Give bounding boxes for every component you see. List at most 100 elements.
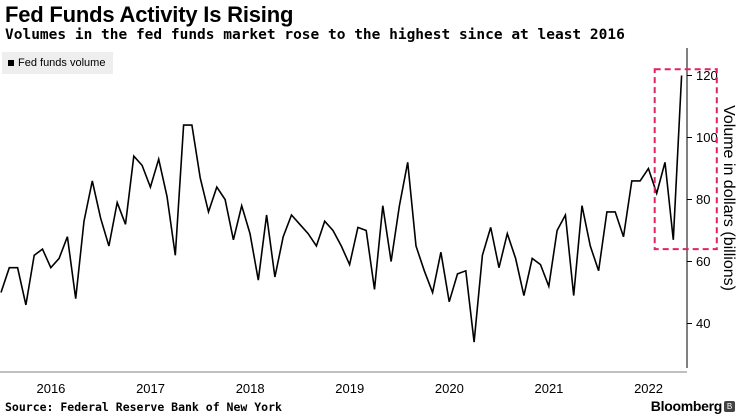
data-point <box>340 245 343 248</box>
data-point <box>448 300 451 303</box>
data-point <box>456 272 459 275</box>
data-point <box>132 155 135 158</box>
legend-label: Fed funds volume <box>18 57 106 69</box>
source-note: Source: Federal Reserve Bank of New York <box>5 400 282 414</box>
data-point <box>232 238 235 241</box>
data-point <box>66 235 69 238</box>
bloomberg-mark-icon: B <box>724 401 735 412</box>
data-point <box>298 223 301 226</box>
data-point <box>199 176 202 179</box>
data-point <box>249 232 252 235</box>
x-tick-label: 2016 <box>36 381 65 396</box>
y-tick-label: 120 <box>696 68 718 83</box>
data-point <box>91 179 94 182</box>
data-point <box>141 164 144 167</box>
x-tick-label: 2021 <box>534 381 563 396</box>
data-point <box>415 245 418 248</box>
legend-swatch <box>8 60 14 66</box>
data-point <box>166 195 169 198</box>
data-point <box>381 204 384 207</box>
data-point <box>581 204 584 207</box>
data-point <box>348 263 351 266</box>
x-tick-label: 2018 <box>236 381 265 396</box>
data-point <box>41 248 44 251</box>
data-point <box>514 257 517 260</box>
data-point <box>356 226 359 229</box>
data-point <box>265 214 268 217</box>
data-point <box>290 214 293 217</box>
data-point <box>74 297 77 300</box>
highlight-box <box>653 68 718 251</box>
data-point <box>406 161 409 164</box>
data-point <box>664 161 667 164</box>
data-point <box>240 204 243 207</box>
data-point <box>597 269 600 272</box>
data-point <box>149 186 152 189</box>
data-point <box>589 245 592 248</box>
data-point <box>282 235 285 238</box>
data-point <box>24 303 27 306</box>
data-point <box>398 204 401 207</box>
data-point <box>174 254 177 257</box>
data-point <box>116 201 119 204</box>
x-tick-label: 2020 <box>435 381 464 396</box>
data-point <box>622 235 625 238</box>
data-point <box>423 269 426 272</box>
data-point <box>107 245 110 248</box>
data-point <box>531 257 534 260</box>
data-point <box>572 294 575 297</box>
data-point <box>605 210 608 213</box>
data-point <box>207 210 210 213</box>
data-point <box>639 179 642 182</box>
data-point <box>33 254 36 257</box>
data-point <box>390 260 393 263</box>
data-point <box>182 124 185 127</box>
data-point <box>506 232 509 235</box>
data-point <box>215 186 218 189</box>
data-point <box>190 124 193 127</box>
data-point <box>630 179 633 182</box>
data-point <box>273 276 276 279</box>
data-point <box>307 232 310 235</box>
data-point <box>16 266 19 269</box>
x-tick-label: 2019 <box>335 381 364 396</box>
y-tick-label: 40 <box>696 316 710 331</box>
data-point <box>431 291 434 294</box>
data-point <box>157 158 160 161</box>
data-point <box>332 229 335 232</box>
chart-title: Fed Funds Activity Is Rising <box>5 2 294 27</box>
data-point <box>257 279 260 282</box>
data-point <box>315 245 318 248</box>
data-point <box>489 226 492 229</box>
data-point <box>8 266 11 269</box>
y-axis-title: Volume in dollars (billions) <box>720 105 737 291</box>
y-tick-label: 100 <box>696 130 718 145</box>
data-point <box>83 220 86 223</box>
x-tick-label: 2022 <box>634 381 663 396</box>
y-tick-label: 80 <box>696 192 710 207</box>
data-point <box>373 288 376 291</box>
data-point <box>564 214 567 217</box>
data-point <box>124 223 127 226</box>
data-point <box>464 269 467 272</box>
data-point <box>672 238 675 241</box>
chart-subtitle: Volumes in the fed funds market rose to … <box>5 27 625 43</box>
data-point <box>473 341 476 344</box>
data-point <box>614 210 617 213</box>
data-point <box>224 198 227 201</box>
data-point <box>49 266 52 269</box>
data-point <box>365 229 368 232</box>
data-point <box>556 229 559 232</box>
fed-funds-volume-line <box>0 75 683 343</box>
data-point <box>323 220 326 223</box>
data-point <box>539 263 542 266</box>
y-tick-label: 60 <box>696 254 710 269</box>
data-point <box>99 217 102 220</box>
x-tick-label: 2017 <box>136 381 165 396</box>
data-point <box>498 266 501 269</box>
data-point <box>522 294 525 297</box>
legend: Fed funds volume <box>2 52 114 74</box>
data-point <box>58 257 61 260</box>
data-point <box>439 251 442 254</box>
